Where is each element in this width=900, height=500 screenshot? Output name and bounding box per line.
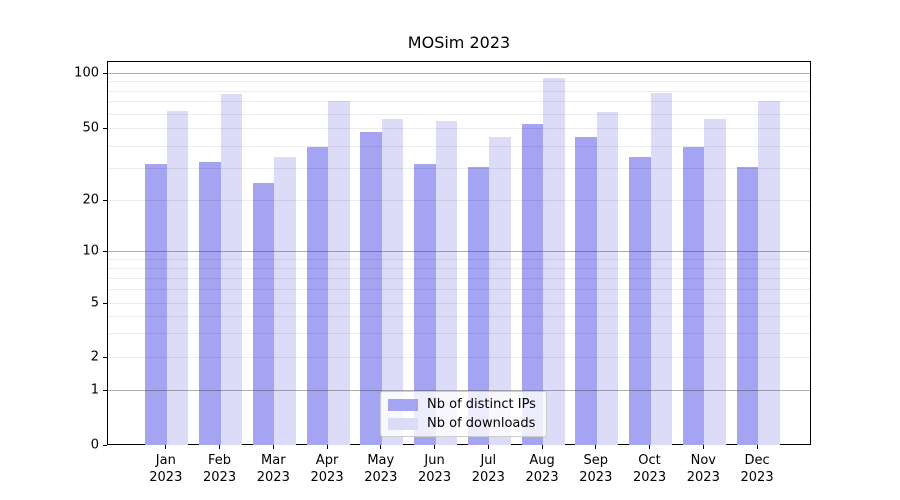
bar-distinct-ips — [199, 161, 221, 445]
legend-entry-distinct-ips: Nb of distinct IPs — [388, 397, 538, 412]
x-tickmark — [541, 445, 543, 449]
x-axis-tick-label: Jul 2023 — [471, 453, 505, 485]
x-tickmark — [165, 445, 167, 449]
x-axis-tick-label: May 2023 — [364, 453, 398, 485]
gridline-minor — [108, 333, 810, 335]
x-tickmark — [272, 445, 274, 449]
x-tickmark — [380, 445, 382, 449]
x-tickmark — [702, 445, 704, 449]
x-tickmark — [756, 445, 758, 449]
gridline-minor — [108, 90, 810, 92]
bar-downloads — [274, 157, 296, 445]
y-tickmark — [103, 72, 107, 74]
x-tickmark — [649, 445, 651, 449]
gridline-minor — [108, 113, 810, 115]
legend: Nb of distinct IPs Nb of downloads — [380, 391, 547, 437]
bar-distinct-ips — [467, 166, 490, 445]
bar-distinct-ips — [414, 164, 436, 445]
bar-downloads — [704, 118, 726, 445]
gridline-minor — [108, 168, 810, 170]
gridline-minor — [108, 200, 810, 201]
y-tickmark — [103, 389, 107, 391]
x-tickmark — [487, 445, 489, 449]
bar-distinct-ips — [360, 132, 382, 445]
gridline-minor — [108, 81, 810, 83]
x-axis-tick-label: Sep 2023 — [579, 453, 613, 485]
y-tickmark — [103, 199, 107, 201]
y-axis-tick-label: 0 — [90, 437, 99, 453]
bar-downloads — [650, 92, 673, 445]
legend-label-downloads: Nb of downloads — [427, 416, 536, 431]
y-tickmark — [103, 127, 107, 129]
y-axis-tick-label: 2 — [90, 349, 99, 365]
plot-area — [107, 61, 811, 445]
gridline-minor — [108, 316, 810, 318]
y-axis-tick-label: 50 — [82, 120, 99, 136]
y-tickmark — [103, 250, 107, 252]
legend-entry-downloads: Nb of downloads — [388, 416, 538, 431]
y-axis-tick-label: 10 — [82, 243, 99, 259]
y-axis-tick-label: 100 — [74, 65, 99, 81]
x-axis-tick-label: Feb 2023 — [203, 453, 237, 485]
x-axis-tick-label: Jun 2023 — [418, 453, 452, 485]
x-axis-tick-label: Dec 2023 — [740, 453, 774, 485]
bar-distinct-ips — [629, 157, 651, 445]
gridline-major — [108, 390, 810, 391]
x-axis-tick-label: Jan 2023 — [149, 453, 183, 485]
y-tickmark — [103, 444, 107, 446]
x-axis-tick-label: Aug 2023 — [525, 453, 559, 485]
bar-downloads — [543, 78, 565, 445]
bar-downloads — [328, 101, 350, 445]
bar-distinct-ips — [575, 137, 597, 445]
gridline-minor — [108, 128, 810, 129]
bar-downloads — [166, 110, 189, 445]
y-tickmark — [103, 302, 107, 304]
gridline-minor — [108, 267, 810, 269]
gridline-minor — [108, 258, 810, 260]
bar-downloads — [220, 93, 243, 445]
gridline-minor — [108, 303, 810, 304]
gridline-major — [108, 73, 810, 74]
x-axis-tick-label: Mar 2023 — [256, 453, 290, 485]
x-tickmark — [595, 445, 597, 449]
gridline-minor — [108, 277, 810, 279]
x-tickmark — [434, 445, 436, 449]
x-axis-tick-label: Oct 2023 — [633, 453, 667, 485]
y-axis-tick-label: 1 — [90, 382, 99, 398]
bar-downloads — [758, 101, 780, 445]
gridline-minor — [108, 145, 810, 147]
legend-swatch-downloads — [388, 417, 418, 430]
bar-distinct-ips — [252, 183, 275, 445]
legend-label-distinct-ips: Nb of distinct IPs — [427, 397, 536, 412]
legend-swatch-distinct-ips — [388, 398, 418, 411]
bar-downloads — [381, 118, 404, 445]
gridline-major — [108, 251, 810, 252]
gridline-minor — [108, 289, 810, 291]
x-axis-tick-label: Apr 2023 — [310, 453, 344, 485]
bar-downloads — [596, 111, 619, 445]
y-tickmark — [103, 356, 107, 358]
gridline-minor — [108, 101, 810, 103]
gridline-minor — [108, 357, 810, 358]
chart-title: MOSim 2023 — [407, 33, 511, 52]
bar-downloads — [435, 121, 458, 445]
x-axis-tick-label: Nov 2023 — [686, 453, 720, 485]
y-axis-tick-label: 5 — [90, 295, 99, 311]
bar-distinct-ips — [521, 124, 544, 445]
bar-downloads — [489, 137, 511, 445]
x-tickmark — [326, 445, 328, 449]
y-axis-tick-label: 20 — [82, 192, 99, 208]
bar-distinct-ips — [306, 146, 329, 445]
bar-distinct-ips — [145, 164, 167, 445]
bar-distinct-ips — [736, 166, 759, 445]
x-tickmark — [219, 445, 221, 449]
bar-distinct-ips — [682, 146, 705, 445]
